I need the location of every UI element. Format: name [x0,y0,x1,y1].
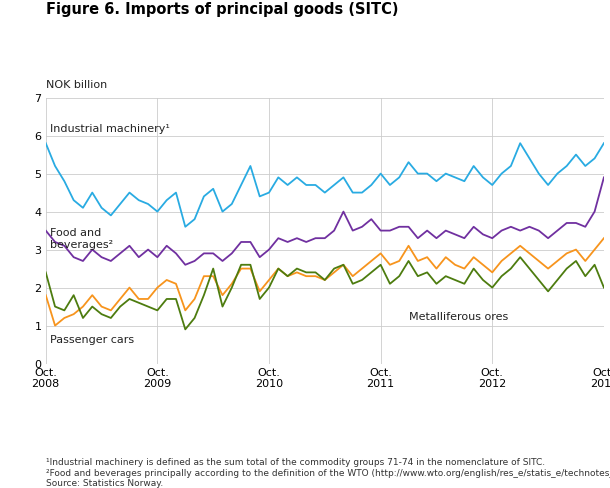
Text: ¹Industrial machinery is defined as the sum total of the commodity groups 71-74 : ¹Industrial machinery is defined as the … [46,458,610,488]
Text: NOK billion: NOK billion [46,81,107,90]
Text: Metalliferous ores: Metalliferous ores [409,312,508,322]
Text: Industrial machinery¹: Industrial machinery¹ [51,123,170,134]
Text: Food and
beverages²: Food and beverages² [51,227,113,250]
Text: Passenger cars: Passenger cars [51,335,135,345]
Text: Figure 6. Imports of principal goods (SITC): Figure 6. Imports of principal goods (SI… [46,2,398,18]
